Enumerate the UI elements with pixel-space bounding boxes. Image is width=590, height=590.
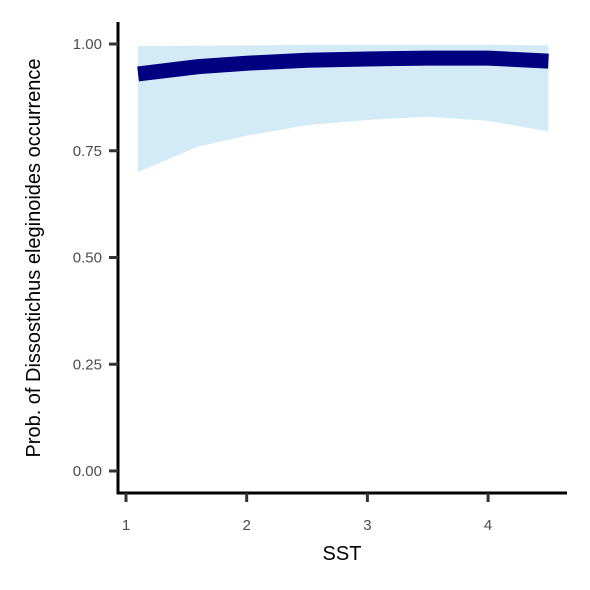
x-axis-title: SST	[323, 543, 362, 565]
x-tick-label: 1	[122, 517, 130, 534]
x-tick-label: 4	[484, 517, 492, 534]
y-tick-label: 1.00	[73, 36, 102, 53]
y-tick-label: 0.75	[73, 143, 102, 160]
y-tick-label: 0.00	[73, 463, 102, 480]
y-axis-title: Prob. of Dissostichus eleginoides occurr…	[23, 58, 45, 457]
x-tick-label: 2	[243, 517, 251, 534]
y-tick-label: 0.50	[73, 250, 102, 267]
fitted-line	[137, 50, 549, 82]
confidence-ribbon	[138, 44, 549, 173]
y-tick-label: 0.25	[73, 356, 102, 373]
x-tick-label: 3	[363, 517, 371, 534]
